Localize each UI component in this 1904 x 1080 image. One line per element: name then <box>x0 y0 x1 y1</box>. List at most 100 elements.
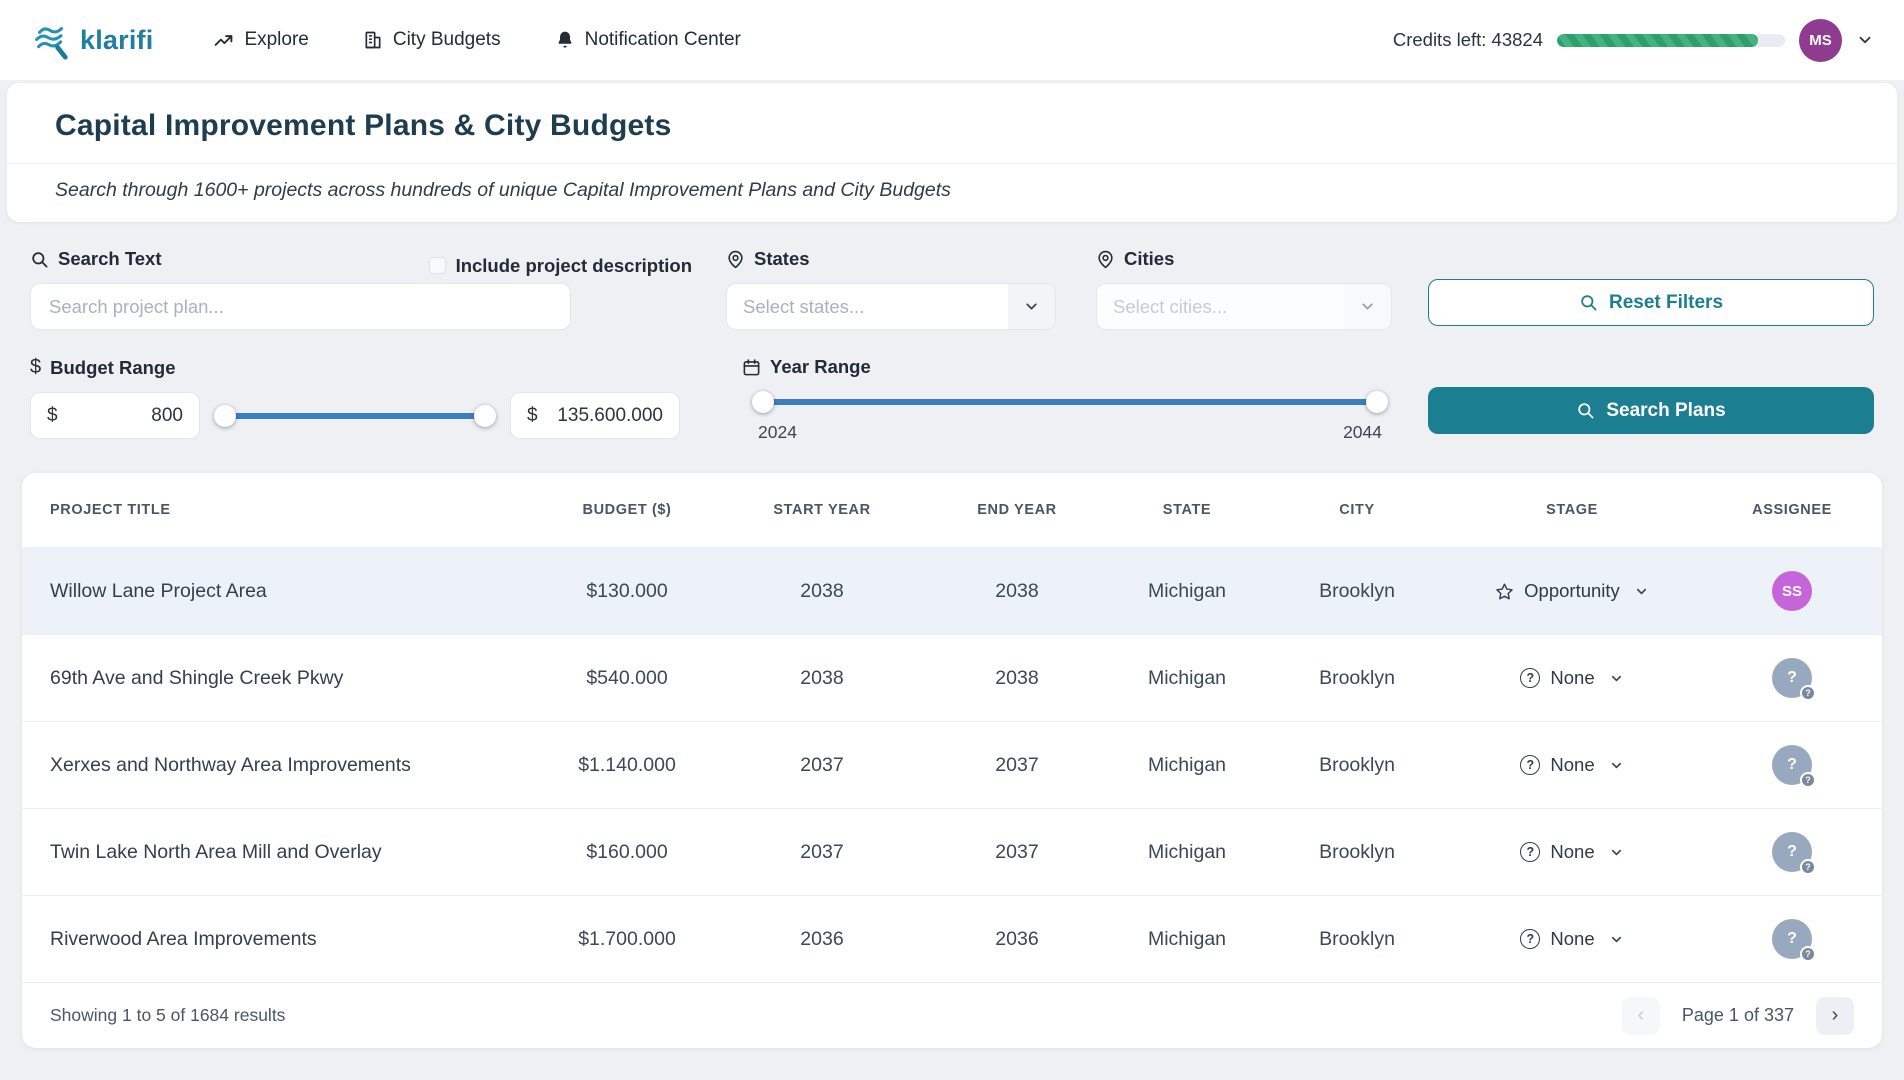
table-row[interactable]: Willow Lane Project Area $130.000 2038 2… <box>22 547 1882 634</box>
chevron-down-icon[interactable] <box>1609 932 1624 947</box>
chevron-down-icon[interactable] <box>1609 758 1624 773</box>
assignee-avatar[interactable]: ? ? <box>1772 658 1816 701</box>
cities-select-placeholder: Select cities... <box>1113 295 1228 317</box>
search-plans-label: Search Plans <box>1606 399 1726 421</box>
nav-explore-label: Explore <box>244 29 309 50</box>
include-description-checkbox[interactable] <box>428 257 446 274</box>
cell-end-year: 2037 <box>995 840 1039 863</box>
year-range-slider[interactable] <box>752 391 1388 413</box>
cell-state: Michigan <box>1147 753 1227 776</box>
stage-label: None <box>1550 754 1595 775</box>
calendar-icon <box>742 358 761 377</box>
cell-city: Brooklyn <box>1319 666 1395 689</box>
brand-logo[interactable]: klarifi <box>30 19 153 61</box>
column-header-city: CITY <box>1339 502 1375 518</box>
budget-slider-handle-max[interactable] <box>474 404 496 427</box>
stage-dropdown[interactable]: ? None <box>1442 841 1702 863</box>
cell-start-year: 2036 <box>800 927 844 950</box>
unassigned-badge-icon: ? <box>1800 772 1816 788</box>
next-page-button[interactable]: › <box>1816 996 1854 1035</box>
year-max-label: 2044 <box>1343 422 1382 442</box>
cell-end-year: 2038 <box>995 666 1039 689</box>
search-input[interactable] <box>30 283 571 330</box>
budget-slider-track <box>218 412 492 419</box>
table-row[interactable]: Riverwood Area Improvements $1.700.000 2… <box>22 895 1882 982</box>
nav-notification-center[interactable]: Notification Center <box>555 29 741 51</box>
search-icon <box>1579 293 1598 312</box>
table-row[interactable]: Twin Lake North Area Mill and Overlay $1… <box>22 808 1882 895</box>
assignee-avatar[interactable]: ? ? <box>1772 919 1816 962</box>
cell-assignee: ? ? <box>1702 832 1882 875</box>
nav-city-budgets-label: City Budgets <box>392 29 501 50</box>
search-plans-button[interactable]: Search Plans <box>1428 387 1874 434</box>
budget-min-input[interactable]: $ 800 <box>30 392 200 439</box>
cell-assignee: ? ? <box>1702 658 1882 701</box>
cell-budget: $160.000 <box>586 840 668 863</box>
cell-start-year: 2038 <box>800 666 844 689</box>
cell-assignee: ? ? <box>1702 745 1882 788</box>
search-text-label: Search Text <box>58 248 162 269</box>
budget-slider-handle-min[interactable] <box>214 404 236 427</box>
stage-label: None <box>1550 667 1595 688</box>
results-table-card: PROJECT TITLE BUDGET ($) START YEAR END … <box>22 473 1882 1048</box>
page-subtitle: Search through 1600+ projects across hun… <box>55 179 951 201</box>
table-row[interactable]: Xerxes and Northway Area Improvements $1… <box>22 721 1882 808</box>
chevron-down-icon[interactable] <box>1634 584 1649 599</box>
cities-select[interactable]: Select cities... <box>1096 283 1392 330</box>
include-description-checkbox-group[interactable]: Include project description <box>428 255 692 277</box>
stage-dropdown[interactable]: ? Opportunity <box>1442 580 1702 602</box>
map-pin-icon <box>726 250 745 269</box>
table-body: Willow Lane Project Area $130.000 2038 2… <box>22 547 1882 982</box>
budget-max-input[interactable]: $ 135.600.000 <box>510 392 680 439</box>
stage-label: Opportunity <box>1524 580 1620 601</box>
column-header-end-year: END YEAR <box>977 502 1057 518</box>
help-icon: ? <box>1520 755 1541 775</box>
assignee-avatar[interactable]: SS ? <box>1772 571 1812 611</box>
cell-end-year: 2036 <box>995 927 1039 950</box>
unassigned-badge-icon: ? <box>1800 946 1816 962</box>
dollar-icon: $ <box>30 356 42 378</box>
nav-explore[interactable]: Explore <box>213 29 309 51</box>
states-label-group: States <box>726 248 1056 270</box>
column-header-project-title: PROJECT TITLE <box>50 502 171 518</box>
stage-dropdown[interactable]: ? None <box>1442 928 1702 950</box>
currency-symbol: $ <box>47 404 58 426</box>
search-icon <box>30 250 49 269</box>
chevron-down-icon[interactable] <box>1609 845 1624 860</box>
assignee-avatar[interactable]: ? ? <box>1772 745 1816 788</box>
cell-assignee: ? ? <box>1702 919 1882 962</box>
cell-budget: $540.000 <box>586 666 668 689</box>
budget-max-value: 135.600.000 <box>557 404 663 426</box>
budget-range-label: Budget Range <box>50 356 176 378</box>
table-row[interactable]: 69th Ave and Shingle Creek Pkwy $540.000… <box>22 634 1882 721</box>
table-footer: Showing 1 to 5 of 1684 results ‹ Page 1 … <box>22 982 1882 1048</box>
cell-project-title: Twin Lake North Area Mill and Overlay <box>50 840 382 863</box>
cell-city: Brooklyn <box>1319 579 1395 602</box>
credits-progress-bar <box>1557 33 1785 47</box>
year-min-label: 2024 <box>758 422 797 442</box>
chevron-down-icon[interactable] <box>1609 671 1624 686</box>
assignee-avatar[interactable]: ? ? <box>1772 832 1816 875</box>
chevron-down-icon[interactable] <box>1344 284 1391 329</box>
stage-dropdown[interactable]: ? None <box>1442 667 1702 689</box>
user-avatar[interactable]: MS <box>1799 18 1842 62</box>
chevron-right-icon: › <box>1831 1004 1839 1026</box>
help-icon: ? <box>1520 842 1541 862</box>
column-header-budget: BUDGET ($) <box>582 502 672 518</box>
trending-up-icon <box>213 30 234 51</box>
year-slider-handle-min[interactable] <box>752 391 774 413</box>
budget-range-slider[interactable] <box>214 404 496 427</box>
previous-page-button[interactable]: ‹ <box>1621 996 1660 1035</box>
stage-label: None <box>1550 841 1595 862</box>
cell-state: Michigan <box>1147 927 1227 950</box>
states-select[interactable]: Select states... <box>726 283 1056 330</box>
year-slider-handle-max[interactable] <box>1366 391 1388 413</box>
stage-dropdown[interactable]: ? None <box>1442 754 1702 776</box>
stage-label: None <box>1550 928 1595 949</box>
column-header-assignee: ASSIGNEE <box>1752 502 1832 518</box>
states-select-placeholder: Select states... <box>743 295 865 317</box>
chevron-down-icon[interactable] <box>1008 284 1055 329</box>
nav-city-budgets[interactable]: City Budgets <box>363 29 501 51</box>
user-menu-chevron-icon[interactable] <box>1856 31 1874 49</box>
reset-filters-button[interactable]: Reset Filters <box>1428 279 1874 326</box>
